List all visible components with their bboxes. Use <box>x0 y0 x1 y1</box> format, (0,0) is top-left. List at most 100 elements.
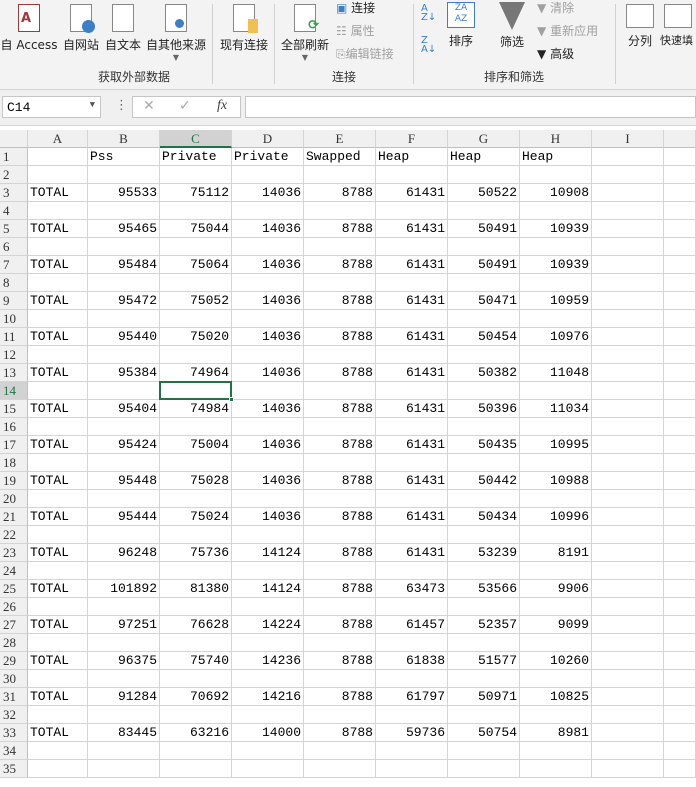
cell[interactable] <box>160 634 232 652</box>
cell[interactable]: 14036 <box>232 364 304 382</box>
cell[interactable]: 51577 <box>448 652 520 670</box>
cell[interactable] <box>664 490 696 508</box>
cell[interactable] <box>520 418 592 436</box>
cell[interactable] <box>88 562 160 580</box>
cell[interactable] <box>592 328 664 346</box>
cell[interactable] <box>664 148 696 166</box>
cell[interactable] <box>88 238 160 256</box>
cell[interactable] <box>160 670 232 688</box>
cell[interactable] <box>520 238 592 256</box>
column-header-E[interactable]: E <box>304 130 376 148</box>
cell[interactable] <box>592 544 664 562</box>
row-header[interactable]: 5 <box>0 220 28 238</box>
cell[interactable] <box>664 166 696 184</box>
row-header[interactable]: 13 <box>0 364 28 382</box>
cell[interactable]: 75052 <box>160 292 232 310</box>
row-header[interactable]: 24 <box>0 562 28 580</box>
row-header[interactable]: 8 <box>0 274 28 292</box>
cell[interactable] <box>592 202 664 220</box>
cell[interactable] <box>304 238 376 256</box>
cell[interactable] <box>28 238 88 256</box>
cell[interactable] <box>664 760 696 778</box>
cell[interactable] <box>304 310 376 328</box>
cell[interactable]: Heap <box>520 148 592 166</box>
row-header[interactable]: 27 <box>0 616 28 634</box>
cell[interactable]: 11034 <box>520 400 592 418</box>
row-header[interactable]: 30 <box>0 670 28 688</box>
cell[interactable] <box>592 526 664 544</box>
row-header[interactable]: 6 <box>0 238 28 256</box>
cell[interactable] <box>592 220 664 238</box>
cell[interactable] <box>28 706 88 724</box>
cell[interactable]: 8788 <box>304 688 376 706</box>
cell[interactable]: 8788 <box>304 616 376 634</box>
cell[interactable] <box>376 562 448 580</box>
cell[interactable] <box>304 454 376 472</box>
cell[interactable] <box>664 508 696 526</box>
cell[interactable] <box>88 760 160 778</box>
cell[interactable] <box>520 454 592 472</box>
cell[interactable] <box>448 202 520 220</box>
cell[interactable] <box>664 184 696 202</box>
cell[interactable] <box>376 526 448 544</box>
cell[interactable]: 53239 <box>448 544 520 562</box>
cell[interactable]: 63216 <box>160 724 232 742</box>
cell[interactable] <box>304 706 376 724</box>
cell[interactable] <box>376 670 448 688</box>
cell[interactable] <box>232 598 304 616</box>
cell[interactable] <box>664 328 696 346</box>
cell[interactable] <box>592 688 664 706</box>
cell[interactable] <box>664 436 696 454</box>
cell[interactable]: TOTAL <box>28 292 88 310</box>
row-header[interactable]: 18 <box>0 454 28 472</box>
cell[interactable] <box>664 724 696 742</box>
cell[interactable] <box>664 400 696 418</box>
cell[interactable] <box>448 346 520 364</box>
cell[interactable]: 75736 <box>160 544 232 562</box>
cell[interactable]: 61431 <box>376 544 448 562</box>
cell[interactable] <box>664 292 696 310</box>
cell[interactable] <box>304 166 376 184</box>
sort-descending-button[interactable]: Z A↓ <box>421 36 436 55</box>
from-other-sources-button[interactable]: 自其他来源 ▼ <box>145 4 207 62</box>
reapply-button[interactable]: ▼ 重新应用 <box>537 24 599 38</box>
cell[interactable] <box>520 490 592 508</box>
cell[interactable]: 10976 <box>520 328 592 346</box>
cell[interactable] <box>520 526 592 544</box>
column-header-G[interactable]: G <box>448 130 520 148</box>
cell[interactable] <box>88 202 160 220</box>
clear-button[interactable]: ▼ 清除 <box>537 1 575 15</box>
cell[interactable]: Private <box>232 148 304 166</box>
cell[interactable]: 8788 <box>304 580 376 598</box>
cell[interactable]: 61431 <box>376 328 448 346</box>
cell[interactable]: 10939 <box>520 220 592 238</box>
cell[interactable] <box>448 526 520 544</box>
cell[interactable]: 14124 <box>232 580 304 598</box>
cell[interactable] <box>592 418 664 436</box>
cell[interactable]: 8788 <box>304 544 376 562</box>
cell[interactable] <box>304 670 376 688</box>
row-header[interactable]: 25 <box>0 580 28 598</box>
cell[interactable] <box>160 310 232 328</box>
row-header[interactable]: 1 <box>0 148 28 166</box>
cell[interactable] <box>664 526 696 544</box>
cell[interactable] <box>592 238 664 256</box>
cell[interactable]: Private <box>160 148 232 166</box>
name-box[interactable]: C14 ▼ <box>2 96 101 118</box>
refresh-all-button[interactable]: ⟳ 全部刷新 ▼ <box>280 4 330 62</box>
cell[interactable] <box>304 346 376 364</box>
cell[interactable] <box>520 742 592 760</box>
cell[interactable]: 8788 <box>304 508 376 526</box>
cell[interactable] <box>304 526 376 544</box>
cell[interactable] <box>88 490 160 508</box>
enter-icon[interactable]: ✓ <box>179 98 191 114</box>
cell[interactable]: 50382 <box>448 364 520 382</box>
cell[interactable]: 10959 <box>520 292 592 310</box>
cell[interactable] <box>232 382 304 400</box>
cell[interactable] <box>592 760 664 778</box>
row-header[interactable]: 12 <box>0 346 28 364</box>
cell[interactable] <box>664 364 696 382</box>
cell[interactable] <box>232 418 304 436</box>
cell[interactable] <box>232 202 304 220</box>
cell[interactable]: 8788 <box>304 400 376 418</box>
